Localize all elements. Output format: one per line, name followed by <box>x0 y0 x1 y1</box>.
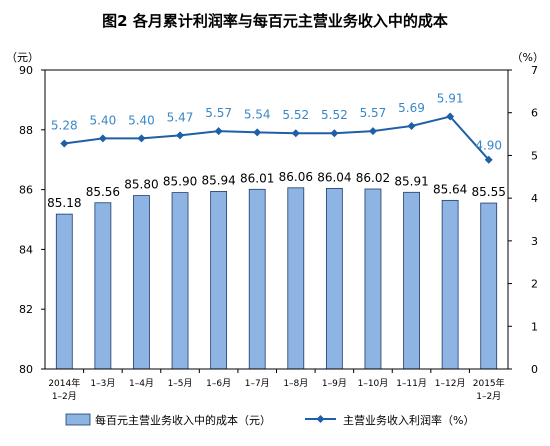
x-axis-label: 1–8月 <box>283 378 308 389</box>
line-point <box>98 134 107 143</box>
line-point <box>368 127 377 136</box>
line-value-label: 5.91 <box>437 92 464 106</box>
line-value-label: 5.57 <box>205 106 232 120</box>
bar <box>94 202 112 370</box>
x-axis-label: 1–12月 <box>435 378 466 389</box>
x-axis-label: 2014年 <box>48 377 80 389</box>
right-axis-unit: （%） <box>512 51 544 64</box>
line-point <box>176 131 185 140</box>
bar-value-label: 85.90 <box>163 175 197 189</box>
labels-layer: 85.18 85.56 85.80 85.90 85.94 86.01 86.06 86.04… <box>47 92 506 211</box>
line-value-label: 5.40 <box>90 113 117 127</box>
line-value-label: 5.52 <box>282 108 309 122</box>
right-axis-tick-label: 5 <box>531 149 538 162</box>
left-axis-tick-label: 82 <box>19 303 33 316</box>
legend-bar-label: 每百元主营业务收入中的成本（元） <box>95 413 271 427</box>
x-axis-label: 1–2月 <box>476 391 501 402</box>
legend-line-label: 主营业务收入利润率（%） <box>343 413 474 427</box>
bar <box>403 191 420 370</box>
legend-bar-swatch <box>65 413 91 426</box>
right-axis-tick-label: 7 <box>531 64 538 77</box>
right-axis-tick-label: 3 <box>531 235 538 248</box>
line-value-label: 5.57 <box>360 106 387 120</box>
x-axis-label: 1–11月 <box>396 378 427 389</box>
x-axis-label: 2015年 <box>473 377 505 389</box>
line-layer <box>60 112 493 164</box>
left-axis-unit: （元） <box>6 51 39 64</box>
x-axis-label: 1–6月 <box>206 378 231 389</box>
line-point <box>253 128 262 137</box>
left-axis-tick-label: 86 <box>19 184 33 197</box>
bar <box>364 188 382 370</box>
right-axis-tick-label: 0 <box>531 363 538 376</box>
bar <box>133 195 150 370</box>
bar <box>210 190 228 370</box>
x-axis-label: 1–2月 <box>52 391 77 402</box>
bar-value-label: 86.04 <box>317 170 351 184</box>
right-axis-tick-label: 6 <box>531 107 538 120</box>
bar-value-label: 86.06 <box>279 170 313 184</box>
legend: 每百元主营业务收入中的成本（元） 主营业务收入利润率（%） <box>65 413 474 427</box>
bar <box>480 202 498 370</box>
line-point <box>60 139 69 148</box>
chart-title: 图2 各月累计利润率与每百元主营业务收入中的成本 <box>102 12 448 30</box>
left-axis-tick-label: 90 <box>19 64 33 77</box>
bar-value-label: 85.80 <box>124 178 158 192</box>
line-point <box>407 121 416 130</box>
x-axis-label: 1–10月 <box>358 378 389 389</box>
left-axis-tick-label: 84 <box>19 243 33 256</box>
bar <box>55 213 73 370</box>
line-point <box>446 112 455 121</box>
bar <box>171 192 189 370</box>
left-axis-tick-label: 88 <box>19 124 33 137</box>
bars-layer <box>55 187 498 370</box>
line-value-label: 5.69 <box>398 101 425 115</box>
line-point <box>137 134 146 143</box>
bar <box>287 187 305 370</box>
left-axis-tick-label: 80 <box>19 363 33 376</box>
bar-value-label: 85.94 <box>201 173 235 187</box>
line-value-label: 5.47 <box>167 110 194 124</box>
line-value-label: 5.28 <box>51 118 78 132</box>
line-point <box>484 155 493 164</box>
line-value-label: 5.52 <box>321 108 348 122</box>
bar-value-label: 85.18 <box>47 196 81 210</box>
bar <box>325 188 343 370</box>
bar-value-label: 85.55 <box>472 185 506 199</box>
x-axis-label: 1–7月 <box>245 378 270 389</box>
line-point <box>291 129 300 138</box>
legend-line-marker <box>316 415 325 423</box>
axes-layer: 80 82 84 86 88 90 0 1 2 3 4 5 6 7 2014年 1–2月 1–3月 1–4月 1–5… <box>19 64 538 402</box>
right-axis-tick-label: 1 <box>531 320 538 333</box>
right-axis-tick-label: 2 <box>531 278 538 291</box>
profit-rate-line <box>64 115 490 161</box>
x-axis-label: 1–4月 <box>129 378 154 389</box>
bar-value-label: 85.56 <box>86 185 120 199</box>
line-value-label: 5.54 <box>244 107 271 121</box>
bar-value-label: 86.01 <box>240 171 274 185</box>
x-axis-label: 1–3月 <box>90 378 115 389</box>
line-value-label: 4.90 <box>475 139 502 153</box>
line-point <box>330 129 339 138</box>
line-point <box>214 127 223 136</box>
bar <box>441 199 459 370</box>
bar-value-label: 85.64 <box>433 182 467 196</box>
bar <box>248 188 266 370</box>
x-axis-label: 1–9月 <box>322 378 347 389</box>
right-axis-tick-label: 4 <box>531 192 538 205</box>
bar-value-label: 86.02 <box>356 171 390 185</box>
line-value-label: 5.40 <box>128 113 155 127</box>
bar-value-label: 85.91 <box>394 174 428 188</box>
x-axis-label: 1–5月 <box>168 378 193 389</box>
